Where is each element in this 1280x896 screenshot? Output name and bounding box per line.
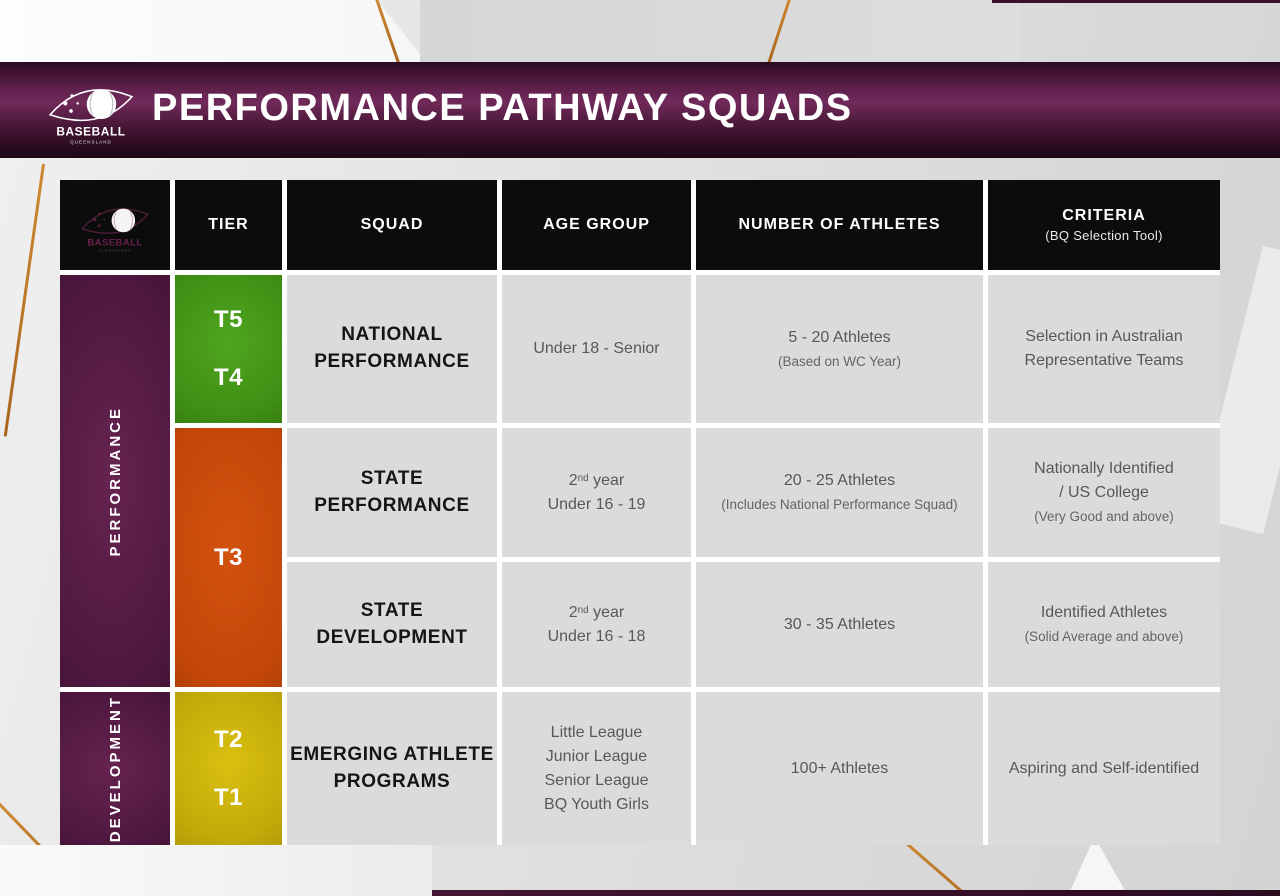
tier-label-t2: T2 — [213, 725, 243, 753]
age-group-value: Junior League — [545, 747, 648, 765]
athletes-value: 20 - 25 Athletes — [783, 472, 896, 490]
criteria-line: / US College — [1059, 484, 1149, 502]
age-group-state-development: 2nd year Under 16 - 18 — [502, 562, 691, 687]
column-header-athletes: NUMBER OF ATHLETES — [696, 180, 983, 270]
baseball-queensland-logo-dark: BASEBALL QUEENSLAND — [81, 208, 149, 253]
age-group-state-performance: 2nd year Under 16 - 19 — [502, 428, 691, 557]
bg-shape — [420, 0, 1020, 64]
column-header-age-group: AGE GROUP — [502, 180, 691, 270]
age-group-value: 2nd year — [568, 603, 625, 621]
age-group-value: Under 16 - 18 — [547, 627, 646, 645]
header-label: AGE GROUP — [543, 216, 650, 233]
group-performance: PERFORMANCE — [60, 275, 170, 687]
squad-name-line: STATE — [360, 599, 424, 621]
group-label: DEVELOPMENT — [106, 694, 124, 843]
criteria-state-performance: Nationally Identified / US College (Very… — [988, 428, 1220, 557]
header-label: NUMBER OF ATHLETES — [738, 216, 941, 233]
criteria-national-performance: Selection in Australian Representative T… — [988, 275, 1220, 423]
athletes-value: 100+ Athletes — [790, 759, 889, 777]
bg-copper-line — [0, 854, 95, 896]
group-development: DEVELOPMENT — [60, 692, 170, 845]
athletes-state-performance: 20 - 25 Athletes (Includes National Perf… — [696, 428, 983, 557]
group-label: PERFORMANCE — [106, 405, 124, 557]
column-header-tier: TIER — [175, 180, 282, 270]
athletes-state-development: 30 - 35 Athletes — [696, 562, 983, 687]
age-group-value: Little League — [550, 723, 643, 741]
squad-emerging-athlete-programs: EMERGING ATHLETE PROGRAMS — [287, 692, 497, 845]
bg-shape — [1068, 845, 1128, 896]
header-label: TIER — [208, 216, 249, 233]
banner: BASEBALL QUEENSLAND PERFORMANCE PATHWAY … — [0, 62, 1280, 158]
criteria-line: Aspiring and Self-identified — [1008, 759, 1200, 777]
athletes-note: (Includes National Performance Squad) — [721, 497, 958, 513]
baseball-icon — [86, 89, 117, 120]
athletes-value: 30 - 35 Athletes — [783, 615, 896, 633]
baseball-queensland-logo: BASEBALL QUEENSLAND — [48, 89, 134, 144]
squad-name-line: NATIONAL — [341, 324, 443, 346]
age-group-value: BQ Youth Girls — [544, 795, 649, 813]
criteria-emerging: Aspiring and Self-identified — [988, 692, 1220, 845]
bg-copper-line — [765, 0, 792, 69]
criteria-line: Identified Athletes — [1040, 604, 1168, 622]
page-title: PERFORMANCE PATHWAY SQUADS — [152, 86, 853, 129]
logo-wordmark: BASEBALL — [56, 125, 125, 139]
athletes-note: (Based on WC Year) — [777, 353, 902, 369]
logo-region: QUEENSLAND — [70, 139, 112, 144]
squad-name-line: STATE — [360, 467, 424, 489]
logo-wordmark: BASEBALL — [87, 238, 142, 249]
age-group-value: Under 16 - 19 — [547, 495, 646, 513]
column-header-squad: SQUAD — [287, 180, 497, 270]
tier-label-t5: T5 — [213, 306, 243, 333]
squad-name-line: EMERGING ATHLETE — [290, 743, 494, 765]
bg-copper-line — [3, 163, 45, 437]
athletes-emerging: 100+ Athletes — [696, 692, 983, 845]
squad-name-line: PERFORMANCE — [314, 494, 470, 516]
bg-shape — [432, 890, 1280, 896]
column-header-criteria: CRITERIA (BQ Selection Tool) — [988, 180, 1220, 270]
bg-copper-line — [374, 0, 402, 69]
squad-name-line: PERFORMANCE — [314, 351, 470, 372]
bg-shape — [992, 0, 1280, 3]
squad-name-line: DEVELOPMENT — [316, 626, 468, 648]
criteria-note: (Very Good and above) — [1034, 509, 1174, 525]
tier-label-t3: T3 — [213, 543, 243, 571]
age-group-value: Under 18 - Senior — [533, 340, 660, 357]
tier-label-t1: T1 — [213, 783, 243, 811]
pathway-table: BASEBALL QUEENSLAND TIER SQUAD AGE GROUP… — [60, 180, 1220, 845]
bg-shape — [0, 845, 432, 896]
age-group-value: 2nd year — [568, 471, 625, 489]
table-header-logo-cell: BASEBALL QUEENSLAND — [60, 180, 170, 270]
squad-name-line: PROGRAMS — [333, 770, 451, 792]
criteria-line: Representative Teams — [1024, 352, 1184, 369]
age-group-emerging: Little League Junior League Senior Leagu… — [502, 692, 691, 845]
criteria-note: (Solid Average and above) — [1024, 629, 1184, 645]
age-group-national-performance: Under 18 - Senior — [502, 275, 691, 423]
tier-t3: T3 — [175, 428, 282, 687]
header-sublabel: (BQ Selection Tool) — [1045, 227, 1163, 243]
squad-national-performance: NATIONAL PERFORMANCE — [287, 275, 497, 423]
squad-state-performance: STATE PERFORMANCE — [287, 428, 497, 557]
logo-region: QUEENSLAND — [98, 249, 131, 253]
squad-state-development: STATE DEVELOPMENT — [287, 562, 497, 687]
athletes-national-performance: 5 - 20 Athletes (Based on WC Year) — [696, 275, 983, 423]
baseball-icon — [111, 208, 136, 233]
criteria-state-development: Identified Athletes (Solid Average and a… — [988, 562, 1220, 687]
tier-label-t4: T4 — [213, 364, 243, 391]
header-label: CRITERIA — [1062, 206, 1146, 224]
header-label: SQUAD — [360, 216, 424, 233]
tier-t2-t1: T2 T1 — [175, 692, 282, 845]
age-group-value: Senior League — [544, 771, 649, 789]
athletes-value: 5 - 20 Athletes — [788, 328, 891, 346]
bg-shape — [0, 0, 428, 64]
tier-t5-t4: T5 T4 — [175, 275, 282, 423]
criteria-line: Nationally Identified — [1034, 460, 1174, 478]
criteria-line: Selection in Australian — [1025, 328, 1183, 345]
